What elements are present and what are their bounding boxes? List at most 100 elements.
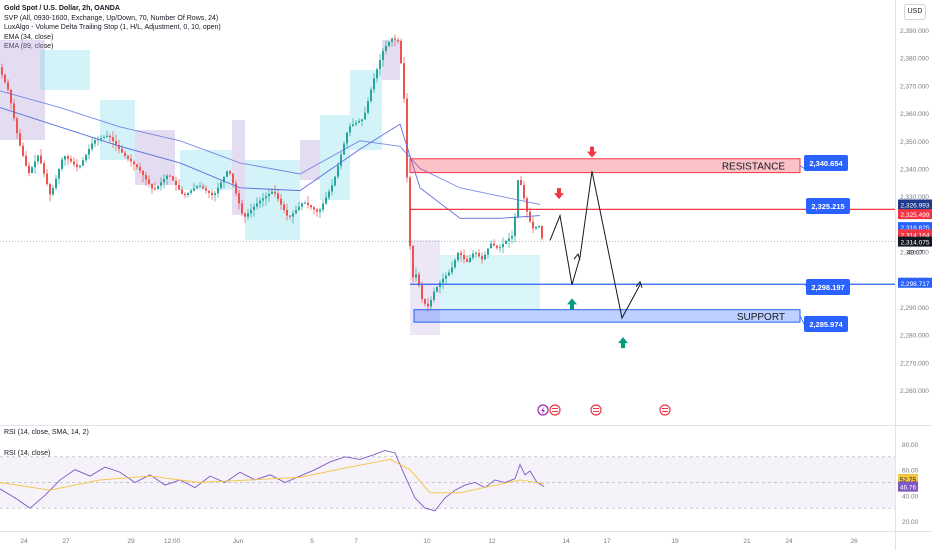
candle-body [505, 240, 507, 245]
candle-body [430, 300, 432, 307]
candle-body [142, 170, 144, 176]
candle-body [37, 155, 39, 162]
volume-profile-block [0, 40, 45, 140]
time-tick-label: 12:00 [164, 538, 181, 545]
candle-body [4, 74, 6, 83]
candle-body [418, 274, 420, 286]
candle-body [508, 238, 510, 241]
flash-bolt [541, 407, 545, 414]
candle-body [415, 274, 417, 278]
price-tag-label: 2,325.499 [901, 212, 930, 219]
pane-divider [0, 425, 932, 426]
rsi-tick-label: 20.00 [902, 519, 919, 526]
volume-profile-block [245, 160, 300, 240]
candle-body [448, 272, 450, 276]
candle-body [322, 203, 324, 210]
candle-body [460, 252, 462, 255]
candle-body [349, 126, 351, 133]
price-tag [898, 209, 932, 220]
candle-body [373, 78, 375, 90]
rsi-legend[interactable]: RSI (14, close) [4, 450, 51, 457]
callout-value: 2,285.974 [809, 320, 843, 329]
candle-body [325, 197, 327, 204]
time-axis-divider [0, 531, 932, 532]
candle-body [229, 171, 231, 174]
legend-luxalgo[interactable]: LuxAlgo - Volume Delta Trailing Stop (1,… [4, 24, 221, 32]
time-tick-label: 24 [785, 538, 793, 545]
candle-body [328, 191, 330, 198]
candle-body [154, 188, 156, 190]
candle-body [112, 137, 114, 142]
price-tick-label: 2,390.000 [900, 28, 929, 35]
candle-body [85, 154, 87, 161]
price-tick-label: 2,380.000 [900, 56, 929, 63]
candle-body [343, 143, 345, 155]
candle-body [370, 89, 372, 102]
candle-body [511, 236, 513, 239]
price-tag-label: 2,314.164 [901, 232, 930, 239]
callout-value: 2,340.654 [809, 159, 843, 168]
rsi-value-tag [898, 473, 918, 484]
currency-button[interactable]: USD [904, 4, 926, 20]
candle-body [514, 216, 516, 237]
callout-box [806, 198, 850, 214]
candle-body [331, 185, 333, 192]
candle-body [226, 171, 228, 177]
resistance-label: RESISTANCE [722, 162, 785, 173]
price-tag [898, 199, 932, 210]
candle-body [205, 188, 207, 191]
legend-ema-89[interactable]: EMA (89, close) [4, 43, 54, 51]
price-tick-label: 2,360.000 [900, 111, 929, 118]
volume-profile-block [300, 140, 320, 180]
candle-body [409, 177, 411, 246]
candle-body [340, 154, 342, 166]
candle-body [499, 247, 501, 249]
candle-body [70, 158, 72, 162]
candle-body [25, 155, 27, 166]
candle-body [40, 155, 42, 164]
candle-body [403, 63, 405, 99]
legend-symbol[interactable]: Gold Spot / U.S. Dollar, 2h, OANDA [4, 5, 120, 12]
time-tick-label: 24 [20, 538, 28, 545]
legend-svp[interactable]: SVP (All, 0930-1600, Exchange, Up/Down, … [4, 14, 219, 22]
us-flag-stripe [662, 408, 668, 409]
candle-body [220, 182, 222, 188]
rsi-legend-sma[interactable]: RSI (14, close, SMA, 14, 2) [4, 429, 89, 436]
candle-body [421, 285, 423, 300]
candle-body [379, 60, 381, 70]
callout-box [804, 155, 848, 171]
time-tick-label: 12 [488, 538, 496, 545]
candle-body [43, 163, 45, 174]
time-tick-label: 5 [310, 538, 314, 545]
candle-body [157, 185, 159, 189]
projection-arrowhead [573, 253, 581, 261]
candle-body [184, 193, 186, 196]
candle-body [301, 203, 303, 207]
candle-body [178, 185, 180, 190]
legend-ema-34[interactable]: EMA (34, close) [4, 33, 54, 41]
candle-body [256, 203, 258, 207]
candle-body [265, 196, 267, 199]
candle-body [442, 278, 444, 283]
candle-body [472, 253, 474, 258]
candle-body [13, 103, 15, 119]
callout-value: 2,325.215 [811, 202, 844, 211]
candle-body [10, 89, 12, 104]
candle-body [127, 156, 129, 159]
candle-body [316, 209, 318, 212]
candle-body [289, 215, 291, 217]
candle-body [103, 136, 105, 138]
candle-body [133, 161, 135, 165]
price-tag-label: 2,326.993 [901, 202, 930, 209]
candle-body [55, 178, 57, 189]
candle-body [193, 188, 195, 191]
candle-body [82, 160, 84, 166]
candle-body [274, 191, 276, 194]
candle-body [106, 135, 108, 137]
candle-body [469, 257, 471, 262]
candle-body [151, 183, 153, 189]
candle-body [7, 82, 9, 90]
support-label: SUPPORT [737, 312, 785, 323]
candle-body [451, 267, 453, 273]
